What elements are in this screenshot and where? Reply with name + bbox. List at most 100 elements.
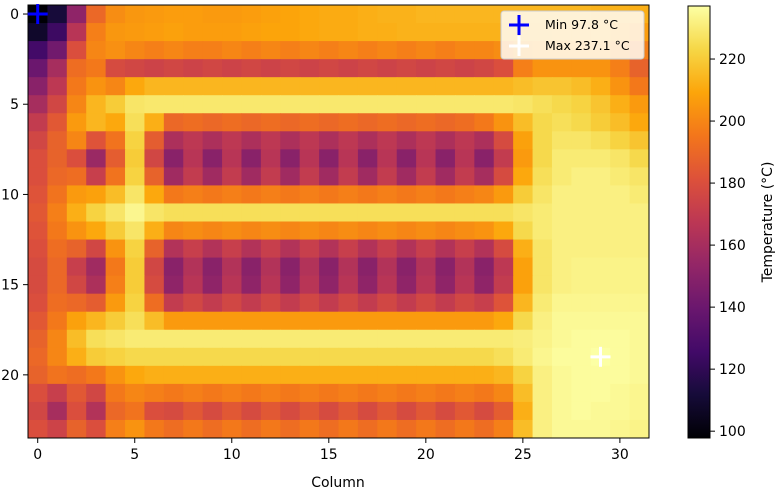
- heatmap-cell: [416, 275, 437, 295]
- heatmap-cell: [28, 167, 49, 187]
- heatmap-cell: [338, 347, 359, 367]
- heatmap-cell: [571, 329, 592, 349]
- heatmap-cell: [610, 59, 631, 78]
- heatmap-cell: [241, 167, 262, 187]
- heatmap-cell: [513, 149, 534, 168]
- heatmap-cell: [532, 77, 553, 96]
- heatmap-cell: [454, 41, 475, 60]
- heatmap-cell: [474, 419, 495, 438]
- heatmap-cell: [86, 293, 107, 313]
- heatmap-cell: [280, 59, 301, 78]
- heatmap-cell: [493, 95, 514, 114]
- heatmap-cell: [66, 293, 87, 313]
- heatmap-cell: [435, 383, 456, 403]
- heatmap-cell: [299, 257, 320, 277]
- heatmap-cell: [241, 365, 262, 385]
- heatmap-cell: [66, 401, 87, 421]
- heatmap-cell: [183, 239, 204, 259]
- heatmap-cell: [86, 257, 107, 277]
- heatmap-cell: [590, 221, 611, 241]
- min-plus-icon: [509, 15, 529, 35]
- heatmap-cell: [86, 419, 107, 438]
- heatmap-cell: [144, 41, 165, 60]
- heatmap-cell: [183, 329, 204, 349]
- heatmap-cell: [241, 293, 262, 313]
- heatmap-cell: [590, 149, 611, 168]
- heatmap-cell: [377, 329, 398, 349]
- heatmap-cell: [474, 185, 495, 205]
- heatmap-cell: [377, 275, 398, 295]
- heatmap-cell: [163, 59, 184, 78]
- heatmap-cell: [571, 113, 592, 132]
- heatmap-cell: [454, 77, 475, 96]
- x-tick-label: 20: [417, 447, 435, 463]
- heatmap-cell: [144, 131, 165, 150]
- heatmap-cell: [377, 59, 398, 78]
- colorbar-tick-label: 200: [719, 114, 746, 130]
- heatmap-cell: [493, 329, 514, 349]
- heatmap-cell: [47, 185, 68, 205]
- heatmap-cell: [416, 95, 437, 114]
- heatmap-cell: [338, 5, 359, 24]
- heatmap-cell: [435, 131, 456, 150]
- heatmap-cell: [125, 59, 146, 78]
- heatmap-cell: [416, 5, 437, 24]
- heatmap-cell: [183, 113, 204, 132]
- heatmap-cell: [338, 77, 359, 96]
- heatmap-cell: [163, 77, 184, 96]
- heatmap-cell: [377, 383, 398, 403]
- heatmap-cell: [319, 419, 340, 438]
- heatmap-cell: [105, 239, 126, 259]
- heatmap-cell: [338, 311, 359, 331]
- heatmap-cell: [222, 23, 243, 42]
- heatmap-cell: [357, 131, 378, 150]
- heatmap-cell: [163, 365, 184, 385]
- heatmap-cell: [474, 365, 495, 385]
- heatmap-cell: [396, 275, 417, 295]
- heatmap-cell: [357, 185, 378, 205]
- heatmap-cell: [377, 5, 398, 24]
- heatmap-cell: [47, 365, 68, 385]
- heatmap-cell: [590, 365, 611, 385]
- heatmap-cell: [338, 401, 359, 421]
- heatmap-cell: [571, 257, 592, 277]
- heatmap-cell: [396, 383, 417, 403]
- heatmap-cell: [222, 59, 243, 78]
- heatmap-cell: [590, 113, 611, 132]
- x-tick-label: 25: [514, 447, 532, 463]
- heatmap-cell: [144, 365, 165, 385]
- heatmap-cell: [319, 113, 340, 132]
- heatmap-cell: [377, 203, 398, 223]
- heatmap-cell: [513, 113, 534, 132]
- heatmap-cell: [222, 311, 243, 331]
- heatmap-cell: [338, 167, 359, 187]
- heatmap-cell: [163, 311, 184, 331]
- heatmap-cell: [571, 95, 592, 114]
- heatmap-cell: [241, 239, 262, 259]
- heatmap-cell: [435, 221, 456, 241]
- heatmap-cell: [571, 311, 592, 331]
- heatmap-cell: [280, 275, 301, 295]
- colorbar-label: Temperature (°C): [760, 162, 776, 284]
- heatmap-cell: [493, 149, 514, 168]
- heatmap-cell: [513, 311, 534, 331]
- heatmap-cell: [222, 347, 243, 367]
- heatmap-cell: [474, 203, 495, 223]
- heatmap-cell: [183, 95, 204, 114]
- heatmap-cell: [513, 239, 534, 259]
- heatmap-cell: [474, 293, 495, 313]
- heatmap-cell: [513, 185, 534, 205]
- heatmap-cell: [202, 329, 223, 349]
- heatmap-cell: [144, 59, 165, 78]
- heatmap-cell: [435, 5, 456, 24]
- heatmap-cell: [396, 347, 417, 367]
- heatmap-cell: [396, 221, 417, 241]
- heatmap-cell: [47, 59, 68, 78]
- heatmap-cell: [513, 365, 534, 385]
- heatmap-cell: [629, 239, 649, 259]
- heatmap-cell: [202, 419, 223, 438]
- heatmap-cell: [610, 365, 631, 385]
- heatmap-cell: [66, 41, 87, 60]
- heatmap-cell: [571, 239, 592, 259]
- heatmap-cell: [125, 239, 146, 259]
